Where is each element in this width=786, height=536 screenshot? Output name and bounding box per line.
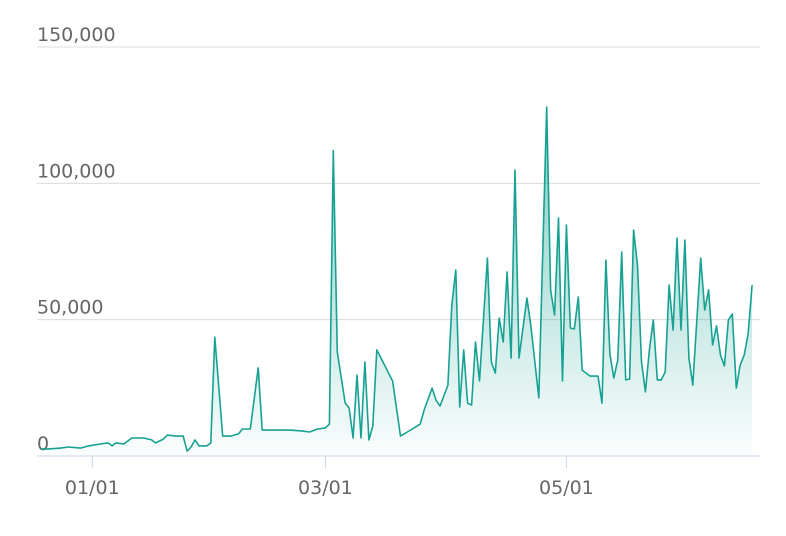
x-tick-label: 05/01 <box>539 477 594 499</box>
x-tick-label: 01/01 <box>65 477 120 499</box>
y-tick-label: 150,000 <box>37 24 116 46</box>
y-tick-label: 50,000 <box>37 297 103 319</box>
y-tick-label: 100,000 <box>37 160 116 182</box>
area-fill <box>41 107 753 456</box>
line <box>41 106 753 452</box>
x-tick-label: 03/01 <box>298 477 353 499</box>
